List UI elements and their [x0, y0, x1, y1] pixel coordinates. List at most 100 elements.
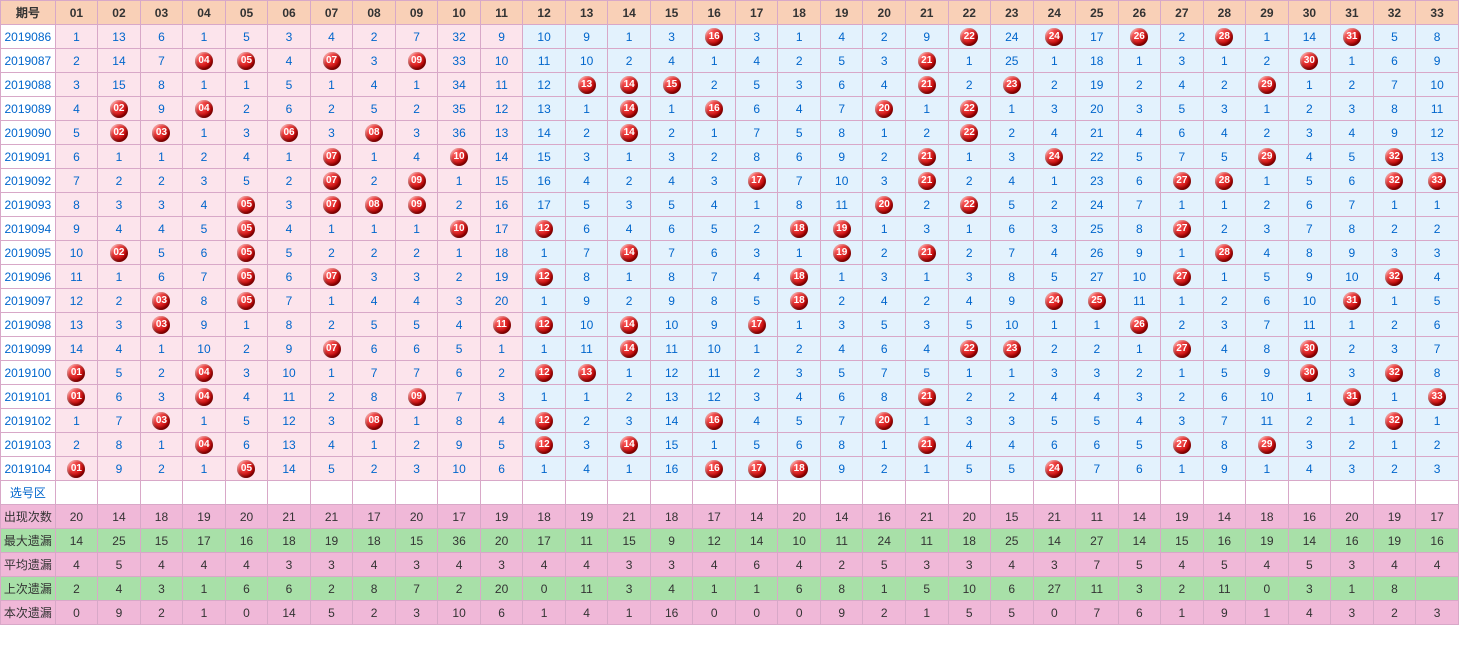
select-cell[interactable]: [863, 481, 906, 505]
select-cell[interactable]: [1033, 481, 1076, 505]
ball: 07: [323, 268, 341, 286]
ball: 21: [918, 244, 936, 262]
trend-cell: 2: [991, 121, 1034, 145]
select-cell[interactable]: [608, 481, 651, 505]
select-cell[interactable]: [991, 481, 1034, 505]
select-cell[interactable]: [735, 481, 778, 505]
trend-cell: 7: [1246, 313, 1289, 337]
trend-cell: 3: [395, 457, 438, 481]
trend-cell: 27: [1161, 265, 1204, 289]
trend-cell: 02: [98, 241, 141, 265]
select-cell[interactable]: [948, 481, 991, 505]
trend-cell: 8: [438, 409, 481, 433]
select-cell[interactable]: [98, 481, 141, 505]
select-cell[interactable]: [1416, 481, 1459, 505]
select-cell[interactable]: [1118, 481, 1161, 505]
ball: 03: [152, 292, 170, 310]
select-cell[interactable]: [1288, 481, 1331, 505]
trend-cell: 2: [98, 169, 141, 193]
select-cell[interactable]: [438, 481, 481, 505]
stat-cell: 0: [55, 601, 98, 625]
header-col-18: 18: [778, 1, 821, 25]
trend-cell: 4: [565, 457, 608, 481]
select-cell[interactable]: [1076, 481, 1119, 505]
trend-cell: 3: [905, 313, 948, 337]
ball: 26: [1130, 316, 1148, 334]
stat-cell: 20: [225, 505, 268, 529]
trend-cell: 2: [991, 385, 1034, 409]
stat-cell: 16: [863, 505, 906, 529]
trend-cell: 7: [1416, 337, 1459, 361]
select-cell[interactable]: [905, 481, 948, 505]
stat-cell: 14: [735, 505, 778, 529]
trend-cell: 6: [268, 265, 311, 289]
trend-cell: 5: [1246, 265, 1289, 289]
select-cell[interactable]: [523, 481, 566, 505]
trend-cell: 7: [438, 385, 481, 409]
trend-cell: 7: [1288, 217, 1331, 241]
trend-cell: 22: [948, 121, 991, 145]
stat-cell: 14: [55, 529, 98, 553]
stat-label: 本次遗漏: [1, 601, 56, 625]
trend-cell: 22: [1076, 145, 1119, 169]
header-col-13: 13: [565, 1, 608, 25]
select-cell[interactable]: [310, 481, 353, 505]
trend-cell: 3: [1076, 361, 1119, 385]
stat-label: 平均遗漏: [1, 553, 56, 577]
header-col-07: 07: [310, 1, 353, 25]
select-cell[interactable]: [693, 481, 736, 505]
trend-cell: 4: [650, 49, 693, 73]
trend-cell: 1: [863, 433, 906, 457]
trend-cell: 5: [991, 457, 1034, 481]
trend-cell: 7: [735, 121, 778, 145]
select-cell[interactable]: [55, 481, 98, 505]
stat-cell: 27: [1033, 577, 1076, 601]
stat-cell: 4: [183, 553, 226, 577]
trend-cell: 19: [820, 217, 863, 241]
ball: 02: [110, 124, 128, 142]
select-cell[interactable]: [1203, 481, 1246, 505]
trend-cell: 14: [523, 121, 566, 145]
select-cell[interactable]: [480, 481, 523, 505]
select-cell[interactable]: [395, 481, 438, 505]
ball: 01: [67, 388, 85, 406]
trend-cell: 18: [778, 217, 821, 241]
trend-cell: 3: [140, 193, 183, 217]
stat-cell: 12: [693, 529, 736, 553]
select-cell[interactable]: [353, 481, 396, 505]
select-cell[interactable]: [820, 481, 863, 505]
stat-cell: 0: [1033, 601, 1076, 625]
select-cell[interactable]: [1373, 481, 1416, 505]
trend-cell: 32: [1373, 361, 1416, 385]
trend-cell: 01: [55, 385, 98, 409]
select-cell[interactable]: [778, 481, 821, 505]
stat-cell: 1: [183, 601, 226, 625]
stat-cell: 1: [523, 601, 566, 625]
select-cell[interactable]: [268, 481, 311, 505]
trend-cell: 1: [225, 73, 268, 97]
trend-cell: 8: [820, 433, 863, 457]
trend-cell: 12: [1416, 121, 1459, 145]
select-cell[interactable]: [650, 481, 693, 505]
trend-cell: 14: [55, 337, 98, 361]
select-cell[interactable]: [1331, 481, 1374, 505]
trend-cell: 20: [863, 409, 906, 433]
select-cell[interactable]: [225, 481, 268, 505]
trend-cell: 5: [268, 241, 311, 265]
trend-cell: 5: [1076, 409, 1119, 433]
select-cell[interactable]: [1161, 481, 1204, 505]
select-cell[interactable]: [140, 481, 183, 505]
stat-cell: 2: [1161, 577, 1204, 601]
trend-cell: 18: [1076, 49, 1119, 73]
trend-cell: 27: [1161, 337, 1204, 361]
stat-cell: 16: [650, 601, 693, 625]
trend-cell: 25: [1076, 217, 1119, 241]
select-cell[interactable]: [565, 481, 608, 505]
stat-cell: 3: [650, 553, 693, 577]
trend-cell: 4: [268, 217, 311, 241]
select-cell[interactable]: [183, 481, 226, 505]
trend-cell: 1: [608, 361, 651, 385]
stat-cell: 14: [1118, 529, 1161, 553]
trend-cell: 8: [991, 265, 1034, 289]
select-cell[interactable]: [1246, 481, 1289, 505]
